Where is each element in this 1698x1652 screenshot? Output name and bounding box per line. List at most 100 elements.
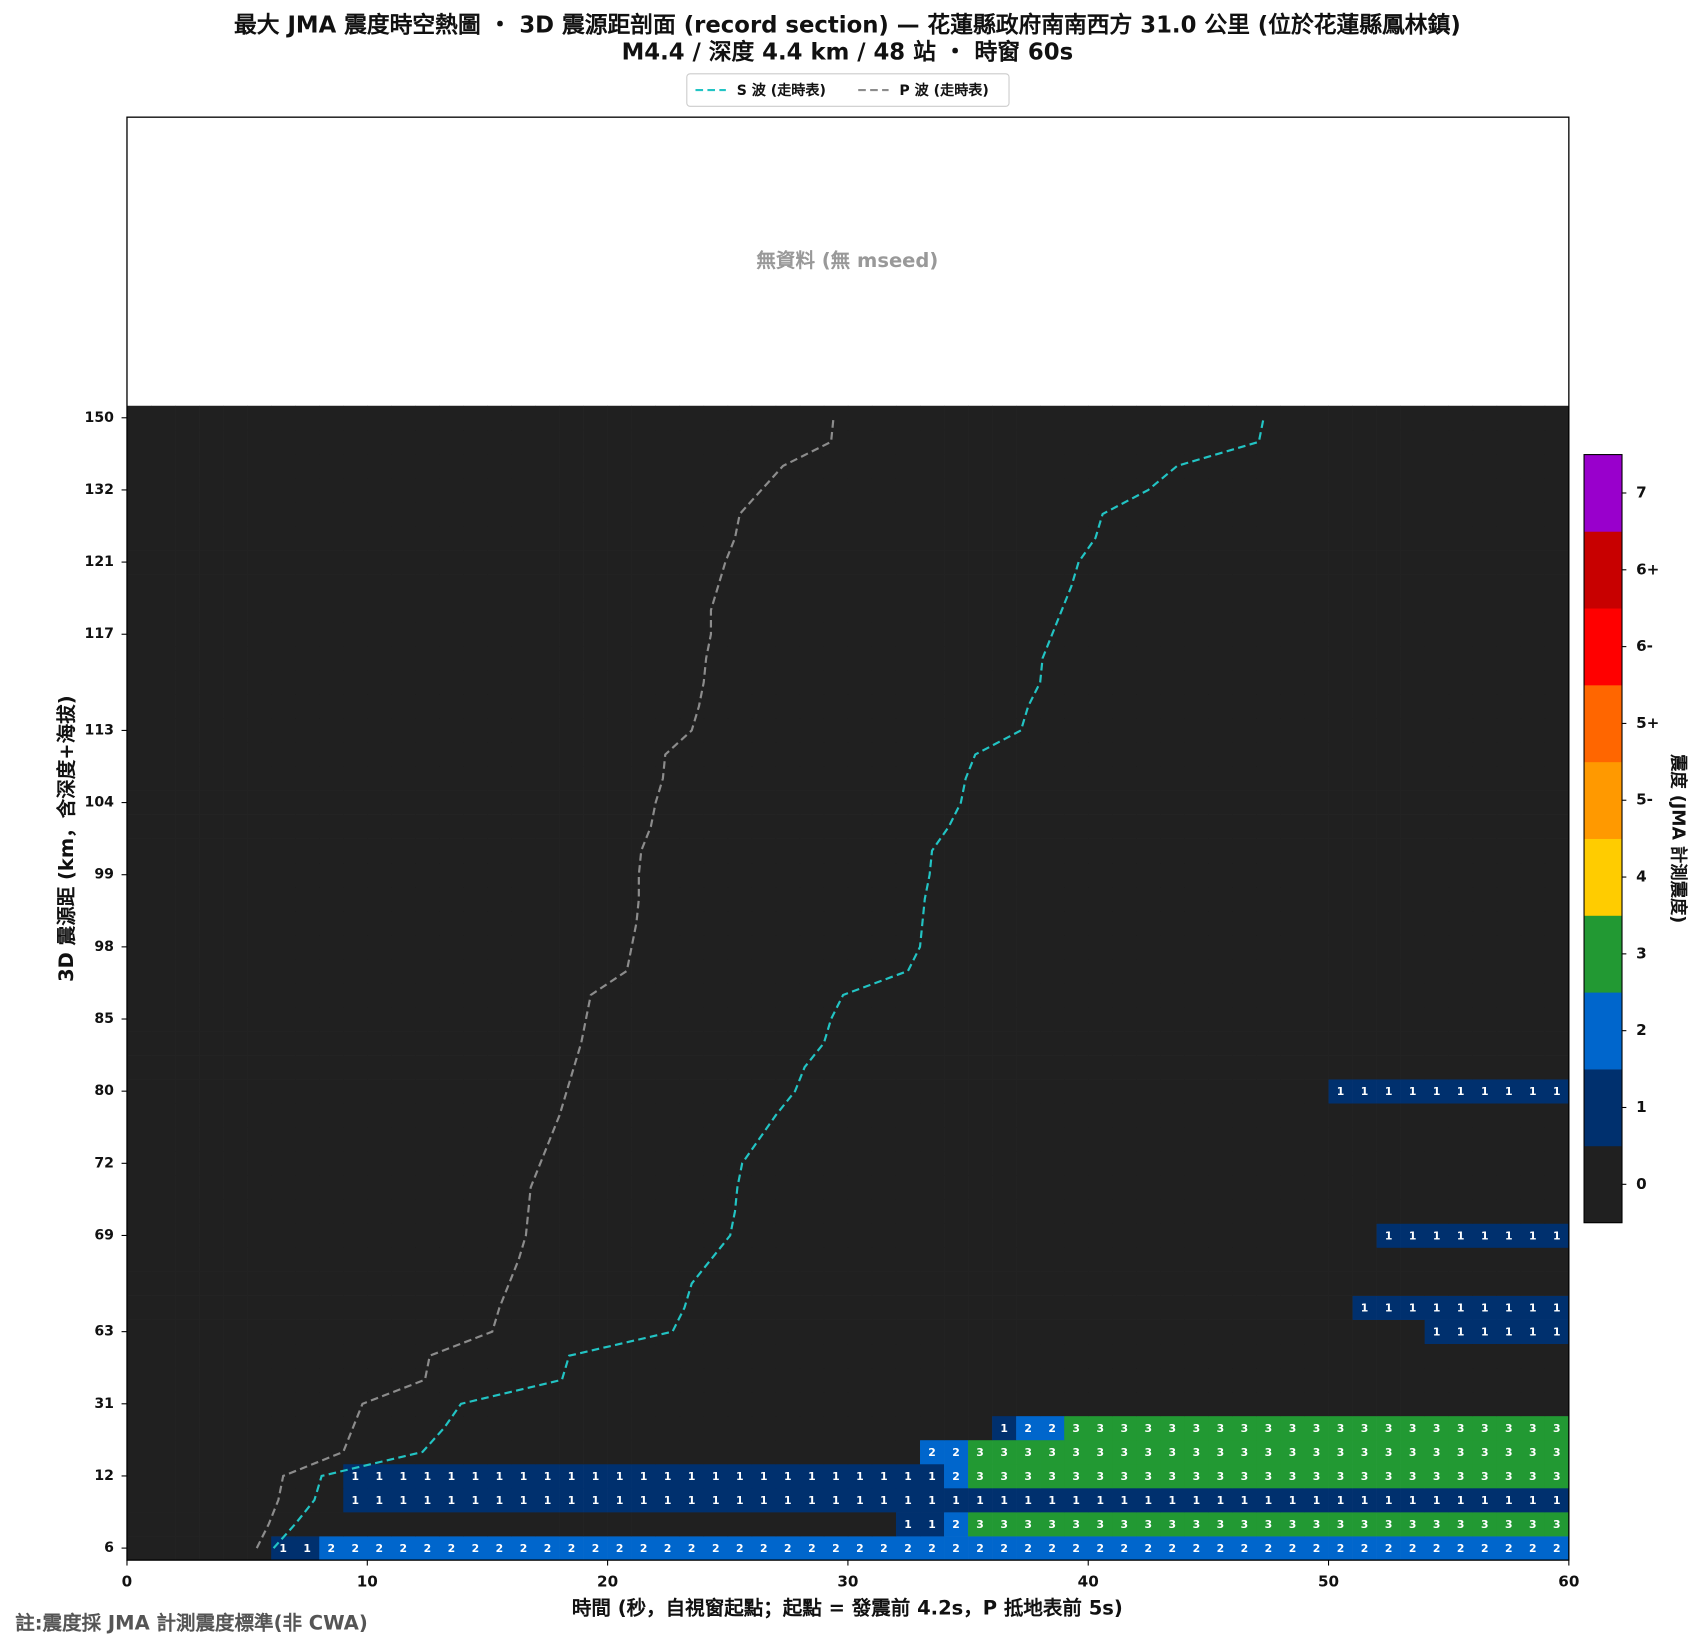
heat-cell (271, 1367, 296, 1393)
heat-cell (895, 550, 921, 575)
heat-cell (1280, 526, 1305, 551)
heat-cell (1280, 1031, 1305, 1056)
heat-cell (727, 814, 753, 839)
heat-cell (1256, 814, 1281, 839)
heat-cell (126, 1151, 152, 1176)
heat-cell (583, 1006, 608, 1032)
heat-cell (1352, 526, 1377, 551)
heat-cell (247, 1415, 272, 1441)
heat-cell (1088, 934, 1113, 960)
heat-cell (1400, 862, 1425, 888)
heat-cell (559, 886, 584, 912)
heat-cell (1160, 622, 1185, 647)
heat-cell (895, 1247, 921, 1272)
heat-cell (511, 1487, 536, 1513)
heat-cell (655, 814, 681, 839)
heat-cell (751, 1271, 777, 1296)
cell-label: 2 (928, 1542, 936, 1555)
heat-cell (895, 1512, 921, 1537)
heat-cell (751, 1079, 777, 1104)
heat-cell (487, 622, 512, 647)
heat-cell (751, 1247, 777, 1272)
heat-cell (1064, 718, 1089, 743)
colorbar-tick-label: 0 (1636, 1175, 1647, 1193)
heat-cell (895, 1175, 921, 1200)
heat-cell (1160, 1127, 1185, 1152)
heat-cell (655, 718, 681, 743)
cell-label: 3 (1000, 1518, 1008, 1531)
heat-cell (895, 1415, 921, 1441)
heat-cell (1520, 1103, 1546, 1128)
heat-cell (367, 1295, 392, 1320)
heat-cell (367, 405, 392, 431)
heat-cell (679, 646, 705, 671)
heat-cell (367, 477, 392, 503)
heat-cell (895, 405, 921, 431)
heat-cell (631, 1415, 656, 1441)
heat-cell (295, 694, 320, 719)
colorbar-tick-label: 2 (1636, 1021, 1647, 1039)
heat-cell (1304, 1439, 1329, 1465)
heat-cell (1520, 1055, 1546, 1080)
heat-cell (199, 1415, 224, 1441)
heat-cell (1400, 1295, 1425, 1320)
heat-cell (583, 1512, 608, 1537)
heat-cell (823, 574, 849, 599)
heat-cell (703, 1055, 729, 1080)
heat-cell (199, 1271, 224, 1296)
heat-cell (1400, 598, 1425, 623)
heat-cell (199, 501, 224, 527)
heat-cell (679, 1247, 705, 1272)
heat-cell (944, 598, 969, 623)
heat-cell (559, 453, 584, 479)
heat-cell (1496, 1175, 1522, 1200)
colorbar-swatch (1584, 608, 1623, 686)
heat-cell (1328, 1463, 1353, 1489)
cell-label: 1 (1024, 1494, 1032, 1507)
heat-cell (871, 742, 897, 767)
heat-cell (1112, 1006, 1137, 1032)
cell-label: 3 (1120, 1422, 1128, 1435)
heat-cell (1064, 1391, 1089, 1417)
heat-cell (391, 1295, 416, 1320)
heat-cell (391, 501, 416, 527)
cell-label: 1 (856, 1494, 864, 1507)
heat-cell (1304, 1271, 1329, 1296)
heat-cell (1520, 1487, 1546, 1513)
heat-cell (415, 838, 440, 864)
heat-cell (343, 1295, 368, 1320)
heat-cell (151, 1463, 176, 1489)
heat-cell (175, 1463, 200, 1489)
heat-cell (199, 1463, 224, 1489)
heat-cell (247, 766, 272, 791)
heat-cell (1016, 1391, 1041, 1417)
heat-cell (415, 790, 440, 815)
heat-cell (1520, 1391, 1546, 1417)
cell-label: 1 (784, 1470, 792, 1483)
heat-cell (799, 429, 825, 455)
cell-label: 1 (424, 1494, 432, 1507)
heat-cell (175, 1295, 200, 1320)
heat-cell (920, 670, 945, 695)
heat-cell (463, 1055, 488, 1080)
heat-cell (1448, 598, 1474, 623)
heat-cell (511, 1463, 536, 1489)
cell-label: 1 (1505, 1494, 1513, 1507)
heat-cell (1376, 598, 1401, 623)
heat-cell (847, 1463, 873, 1489)
heat-cell (1040, 1512, 1065, 1537)
heat-cell (631, 1006, 656, 1032)
heat-cell (895, 598, 921, 623)
heat-cell (1136, 574, 1161, 599)
heat-cell (1184, 622, 1209, 647)
heat-cell (1112, 1031, 1137, 1056)
heat-cell (415, 670, 440, 695)
heat-cell (1136, 429, 1161, 455)
cell-label: 1 (688, 1494, 696, 1507)
heat-cell (920, 910, 945, 936)
heat-cell (1496, 453, 1522, 479)
heat-cell (847, 1006, 873, 1032)
heat-cell (319, 766, 344, 791)
heat-cell (1520, 814, 1546, 839)
heat-cell (1136, 501, 1161, 527)
